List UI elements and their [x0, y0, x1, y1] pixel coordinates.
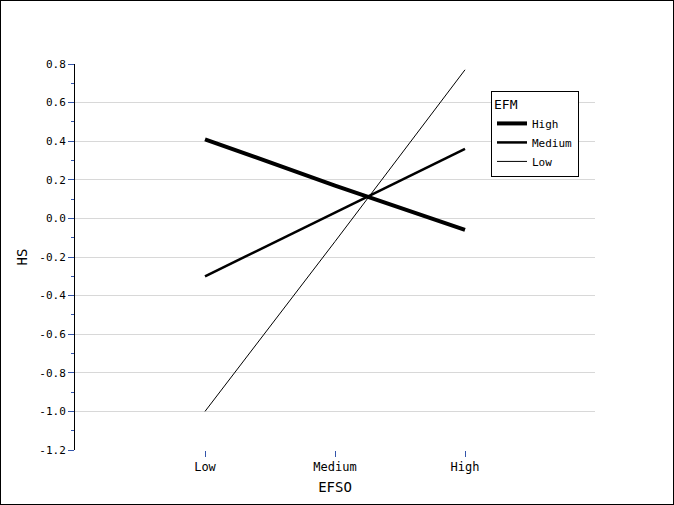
svg-text:-0.4: -0.4 [39, 289, 66, 302]
svg-text:Low: Low [194, 460, 216, 474]
svg-text:0.6: 0.6 [46, 96, 66, 109]
svg-text:-0.2: -0.2 [39, 251, 66, 264]
svg-text:-1.0: -1.0 [39, 405, 66, 418]
svg-text:0.8: 0.8 [46, 58, 66, 71]
svg-text:0.4: 0.4 [46, 135, 66, 148]
svg-text:HS: HS [14, 249, 30, 266]
svg-text:-1.2: -1.2 [39, 444, 66, 457]
svg-text:-0.8: -0.8 [39, 367, 66, 380]
svg-text:Low: Low [532, 156, 552, 169]
svg-text:-0.6: -0.6 [39, 328, 66, 341]
svg-text:High: High [532, 118, 559, 131]
svg-text:EFSO: EFSO [318, 479, 352, 495]
svg-text:Medium: Medium [532, 137, 572, 150]
svg-text:EFM: EFM [494, 97, 518, 112]
svg-text:Medium: Medium [313, 460, 356, 474]
svg-text:0.2: 0.2 [46, 174, 66, 187]
svg-text:High: High [451, 460, 480, 474]
svg-text:0.0: 0.0 [46, 212, 66, 225]
